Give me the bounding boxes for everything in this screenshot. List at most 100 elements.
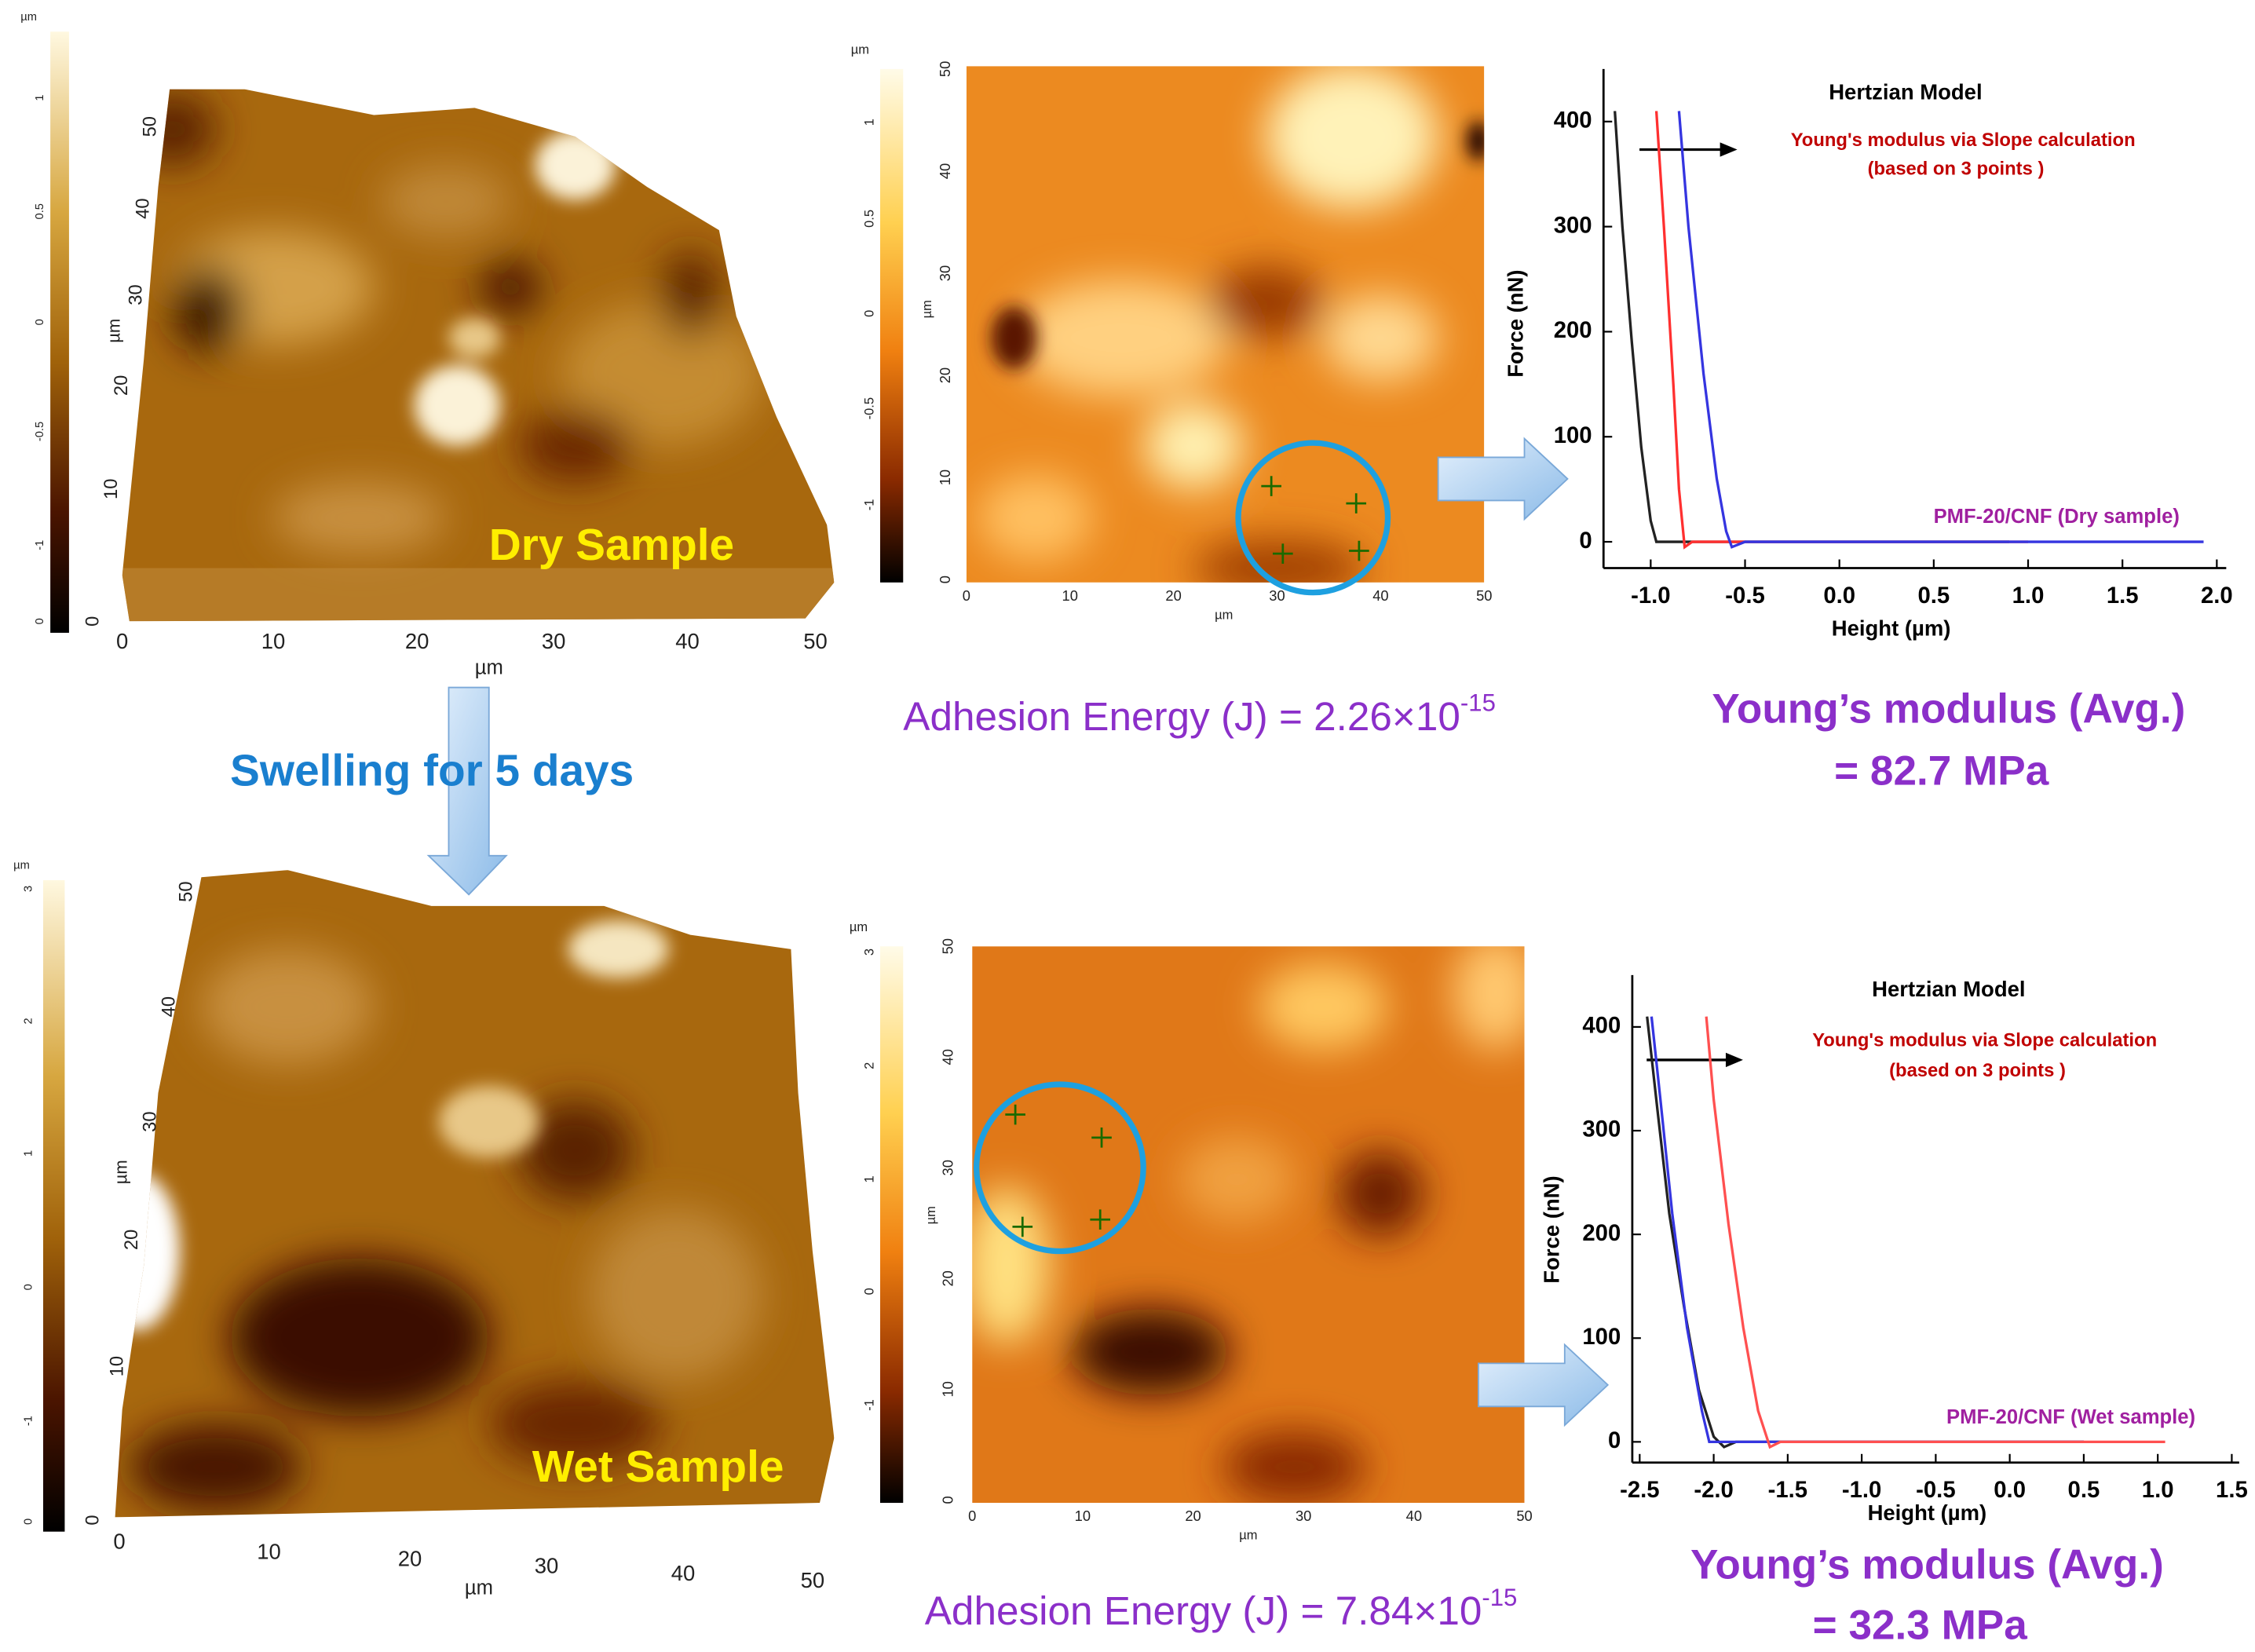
tick-label: 400 (1554, 108, 1592, 133)
swelling-label: Swelling for 5 days (230, 746, 634, 795)
colorbar-tick: 2 (23, 1018, 35, 1024)
tick-label: 30 (1296, 1508, 1311, 1524)
afm-3d-dry (122, 89, 835, 622)
tick-label: 50 (803, 629, 828, 653)
tick-label: -2.0 (1694, 1477, 1733, 1503)
colorbar-unit: µm (850, 920, 868, 934)
tick-label: 40 (1406, 1508, 1422, 1524)
sample-label: Wet Sample (532, 1442, 784, 1492)
tick-label: 1.0 (2142, 1477, 2174, 1503)
colorbar-tick: 0 (23, 1519, 35, 1525)
modulus-label: Young’s modulus (Avg.) (1690, 1542, 2164, 1588)
annotation: Young's modulus via Slope calculation (1791, 130, 2136, 151)
tick-label: 200 (1554, 317, 1592, 343)
tick-label: 10 (106, 1356, 127, 1376)
force-curve (1705, 1016, 2165, 1449)
tick-label: -2.5 (1620, 1477, 1659, 1503)
measure-points (1005, 476, 1369, 1237)
tick-label: 0 (82, 616, 103, 627)
chart-title: Hertzian Model (1829, 79, 1982, 104)
axis-unit: µm (1239, 1529, 1257, 1543)
tick-label: 40 (158, 996, 179, 1017)
tick-label: 0 (1608, 1427, 1621, 1453)
colorbar-tick: 3 (23, 886, 35, 892)
tick-label: 10 (101, 479, 122, 499)
tick-label: 0 (82, 1515, 103, 1525)
colorbar-tick: 0.5 (862, 210, 876, 228)
right-arrow (1437, 437, 1569, 521)
tick-label: 10 (261, 629, 286, 653)
adhesion-caption: Adhesion Energy (J) = 7.84×10-15 (925, 1584, 1518, 1633)
tick-label: 200 (1582, 1220, 1621, 1246)
tick-label: -1.5 (1768, 1477, 1807, 1503)
tick-label: 30 (140, 1111, 161, 1131)
chart-title: Hertzian Model (1872, 977, 2025, 1001)
tick-label: 0 (940, 1496, 956, 1504)
caption-exponent: -15 (1482, 1584, 1517, 1611)
sample-legend: PMF-20/CNF (Dry sample) (1934, 506, 2180, 528)
tick-label: 0 (968, 1508, 976, 1524)
axis-unit: µm (920, 300, 934, 318)
tick-label: 40 (671, 1561, 696, 1585)
colorbar-unit: µm (851, 42, 869, 57)
tick-label: 10 (257, 1539, 281, 1563)
tick-label: 50 (175, 881, 196, 901)
tick-label: 0.0 (1823, 583, 1855, 609)
x-axis-label: Height (µm) (1832, 616, 1951, 641)
tick-label: 400 (1582, 1013, 1621, 1039)
colorbar-tick: 0 (23, 1284, 35, 1290)
tick-label: 20 (1165, 587, 1181, 604)
right-arrow (1478, 1343, 1610, 1427)
tick-label: 0 (116, 629, 128, 653)
down-arrow (426, 686, 508, 896)
tick-label: 300 (1582, 1117, 1621, 1142)
selection-circle (974, 1081, 1146, 1255)
tick-label: 0 (937, 576, 953, 583)
tick-label: -0.5 (1725, 583, 1764, 609)
tick-label: 30 (535, 1554, 559, 1578)
adhesion-map-wet (972, 946, 1525, 1504)
axis-unit: µm (465, 1577, 493, 1599)
force-curve (1677, 111, 2204, 549)
tick-label: 40 (1372, 587, 1388, 604)
tick-label: 50 (1516, 1508, 1532, 1524)
caption-text: Adhesion Energy (J) = 2.26×10 (903, 693, 1460, 738)
colorbar-tick: 0 (34, 618, 46, 624)
tick-label: 100 (1582, 1324, 1621, 1350)
tick-label: 50 (937, 61, 953, 77)
colorbar-unit: µm (20, 11, 37, 24)
tick-label: 20 (121, 1230, 142, 1250)
colorbar-tick: 3 (862, 948, 876, 956)
colorbar-tick: -0.5 (34, 422, 46, 441)
colorbar-tick: -0.5 (862, 397, 876, 419)
colorbar-tick: 1 (862, 119, 876, 126)
axis-unit: µm (924, 1206, 938, 1224)
tick-label: 40 (940, 1049, 956, 1065)
sample-legend: PMF-20/CNF (Wet sample) (1946, 1406, 2195, 1428)
tick-label: 0 (113, 1530, 125, 1554)
tick-label: 30 (940, 1160, 956, 1175)
tick-label: 10 (937, 470, 953, 485)
tick-label: 10 (940, 1381, 956, 1397)
axis-unit: µm (1215, 608, 1233, 622)
x-axis-label: Height (µm) (1868, 1500, 1987, 1525)
tick-label: 50 (1476, 587, 1492, 604)
tick-label: 0.5 (1917, 583, 1950, 609)
annotation: (based on 3 points ) (1868, 158, 2045, 179)
colorbar-tick: 0 (34, 319, 46, 325)
afm-3d-wet (115, 870, 835, 1518)
tick-label: 1.5 (2107, 583, 2139, 609)
adhesion-map-dry (966, 66, 1485, 583)
tick-label: 20 (398, 1547, 422, 1571)
colorbar-tick: 0.5 (34, 203, 46, 219)
tick-label: -0.5 (1916, 1477, 1955, 1503)
y-axis-label: Force (nN) (1539, 1175, 1563, 1283)
tick-label: 50 (801, 1568, 825, 1592)
tick-label: -1.0 (1631, 583, 1670, 609)
tick-label: 0.5 (2068, 1477, 2100, 1503)
tick-label: -1.0 (1842, 1477, 1881, 1503)
tick-label: 40 (937, 163, 953, 179)
modulus-value: = 32.3 MPa (1813, 1602, 2028, 1648)
tick-label: 300 (1554, 212, 1592, 238)
